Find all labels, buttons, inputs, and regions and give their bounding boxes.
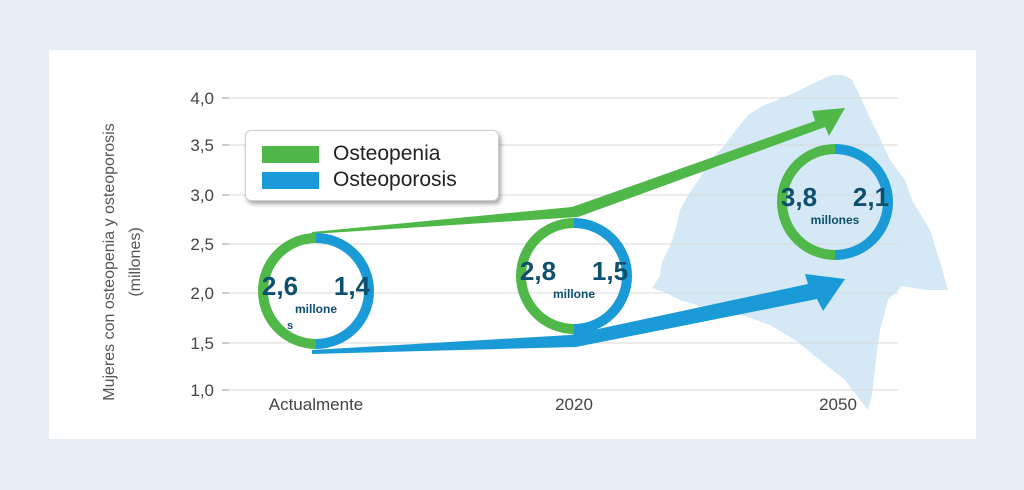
osteoporosis-value-label: 2,1 [853,182,889,212]
donut-osteopenia-arc [258,233,317,349]
y-tick-label: 2,0 [190,284,214,303]
osteopenia-value-label: 2,8 [520,256,556,286]
osteoporosis-value-label: 1,5 [592,256,628,286]
y-tick-label: 3,5 [190,136,214,155]
legend: Osteopenia Osteoporosis [245,130,499,201]
x-tick-label: 2050 [819,395,857,414]
donut-osteoporosis-arc [834,144,893,260]
y-tick-label: 3,0 [190,186,214,205]
x-tick-label: 2020 [555,395,593,414]
unit-label-continuation: s [287,320,293,332]
donut-osteopenia-arc [777,144,836,260]
y-tick-label: 4,0 [190,89,214,108]
y-tick-label: 1,5 [190,334,214,353]
unit-label: millone [295,302,337,316]
unit-label: millones [811,213,860,227]
legend-label-osteoporosis: Osteoporosis [333,168,457,191]
osteopenia-value-label: 2,6 [262,271,298,301]
y-axis-label-line2: (millones) [127,227,144,296]
y-axis-label-line1: Mujeres con osteopenia y osteoporosis [101,123,118,401]
y-tick-label: 1,0 [190,381,214,400]
legend-label-osteopenia: Osteopenia [333,142,441,165]
legend-swatch-osteoporosis [262,171,319,189]
donut-osteopenia-arc [516,218,575,334]
osteoporosis-trend-arrow [312,274,845,354]
legend-item-osteoporosis: Osteoporosis [262,168,457,191]
osteoporosis-value-label: 1,4 [334,271,371,301]
osteopenia-value-label: 3,8 [781,182,817,212]
y-tick-label: 2,5 [190,235,214,254]
donut-osteoporosis-arc [573,218,632,334]
unit-label: millone [553,287,595,301]
legend-item-osteopenia: Osteopenia [262,142,441,165]
legend-swatch-osteopenia [262,145,319,163]
x-tick-label: Actualmente [269,395,364,414]
donut-osteoporosis-arc [315,233,374,349]
osteopenia-trend-arrow [312,108,845,234]
